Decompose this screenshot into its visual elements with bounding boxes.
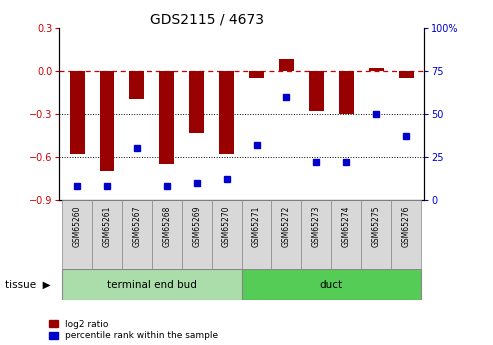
Text: GSM65270: GSM65270 [222, 206, 231, 247]
Bar [361, 200, 391, 269]
Bar [100, 71, 114, 171]
Text: GSM65261: GSM65261 [103, 206, 111, 247]
Bar [242, 269, 421, 300]
Text: GSM65274: GSM65274 [342, 206, 351, 247]
Bar [159, 71, 175, 164]
Text: GSM65272: GSM65272 [282, 206, 291, 247]
Text: GSM65269: GSM65269 [192, 206, 201, 247]
Bar [242, 200, 272, 269]
Bar [219, 71, 234, 154]
Bar [122, 200, 152, 269]
Bar [130, 71, 144, 99]
Text: GSM65275: GSM65275 [372, 206, 381, 247]
Bar [189, 71, 204, 132]
Bar [249, 71, 264, 78]
Bar [398, 71, 414, 78]
Text: tissue  ▶: tissue ▶ [5, 280, 51, 289]
Bar [391, 200, 421, 269]
Bar [331, 200, 361, 269]
Bar [272, 200, 301, 269]
Bar [70, 71, 85, 154]
Bar [182, 200, 211, 269]
Bar [152, 200, 182, 269]
Bar [309, 71, 324, 111]
Bar [279, 59, 294, 71]
Text: GDS2115 / 4673: GDS2115 / 4673 [150, 12, 264, 26]
Text: GSM65260: GSM65260 [72, 206, 82, 247]
Bar [62, 269, 242, 300]
Text: duct: duct [320, 280, 343, 289]
Bar [369, 68, 384, 71]
Bar [62, 200, 92, 269]
Bar [339, 71, 353, 114]
Text: GSM65268: GSM65268 [162, 206, 171, 247]
Bar [211, 200, 242, 269]
Bar [92, 200, 122, 269]
Text: GSM65267: GSM65267 [133, 206, 141, 247]
Text: GSM65276: GSM65276 [401, 206, 411, 247]
Text: GSM65271: GSM65271 [252, 206, 261, 247]
Legend: log2 ratio, percentile rank within the sample: log2 ratio, percentile rank within the s… [49, 320, 218, 341]
Text: terminal end bud: terminal end bud [107, 280, 197, 289]
Bar [301, 200, 331, 269]
Text: GSM65273: GSM65273 [312, 206, 321, 247]
